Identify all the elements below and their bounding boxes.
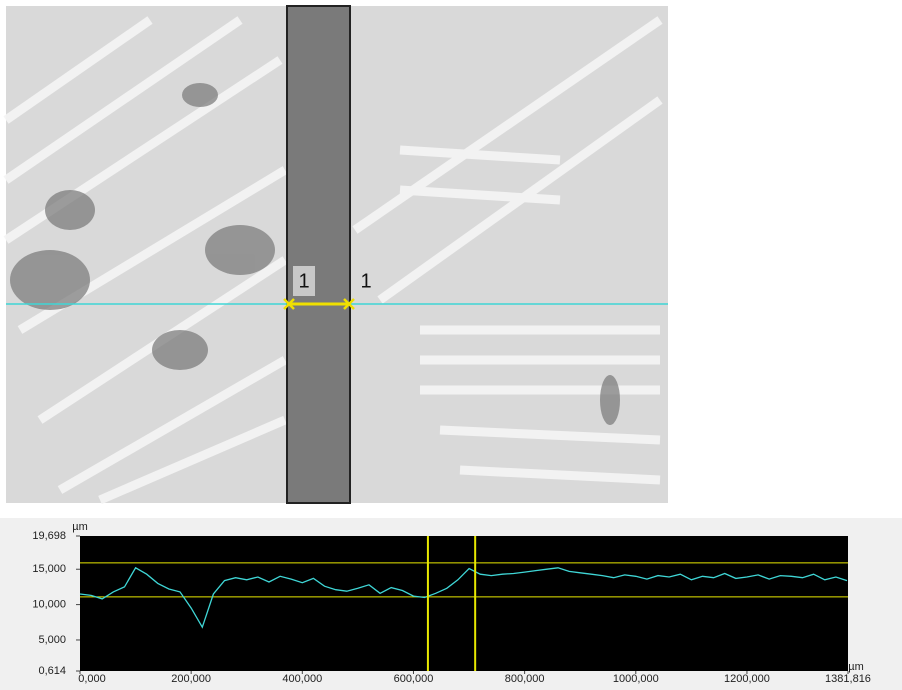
x-tick-label: 600,000: [394, 673, 434, 685]
y-unit: µm: [72, 521, 88, 533]
x-tick-label: 1381,816: [825, 673, 871, 685]
x-tick-label: 400,000: [282, 673, 322, 685]
y-tick-label: 0,614: [38, 665, 66, 677]
y-tick-label: 10,000: [32, 599, 66, 611]
plot-area: [80, 536, 848, 671]
x-tick-label: 0,000: [78, 673, 106, 685]
measure-label: 1: [360, 270, 371, 292]
page: {"image":{"labels":["1","1"]}, "chart_da…: [0, 0, 902, 690]
x-tick-label: 800,000: [505, 673, 545, 685]
x-tick-label: 200,000: [171, 673, 211, 685]
x-tick-label: 1000,000: [613, 673, 659, 685]
y-tick-label: 15,000: [32, 563, 66, 575]
measure-label: 1: [298, 270, 309, 292]
y-tick-label: 19,698: [32, 530, 66, 542]
micrograph: 1 1: [6, 6, 668, 503]
screen: 1 1 µm µm 0,614 5,000 10,000 15,000 19,698 0,…: [0, 0, 902, 690]
x-tick-label: 1200,000: [724, 673, 770, 685]
x-unit: µm: [848, 661, 864, 673]
y-tick-label: 5,000: [38, 634, 66, 646]
